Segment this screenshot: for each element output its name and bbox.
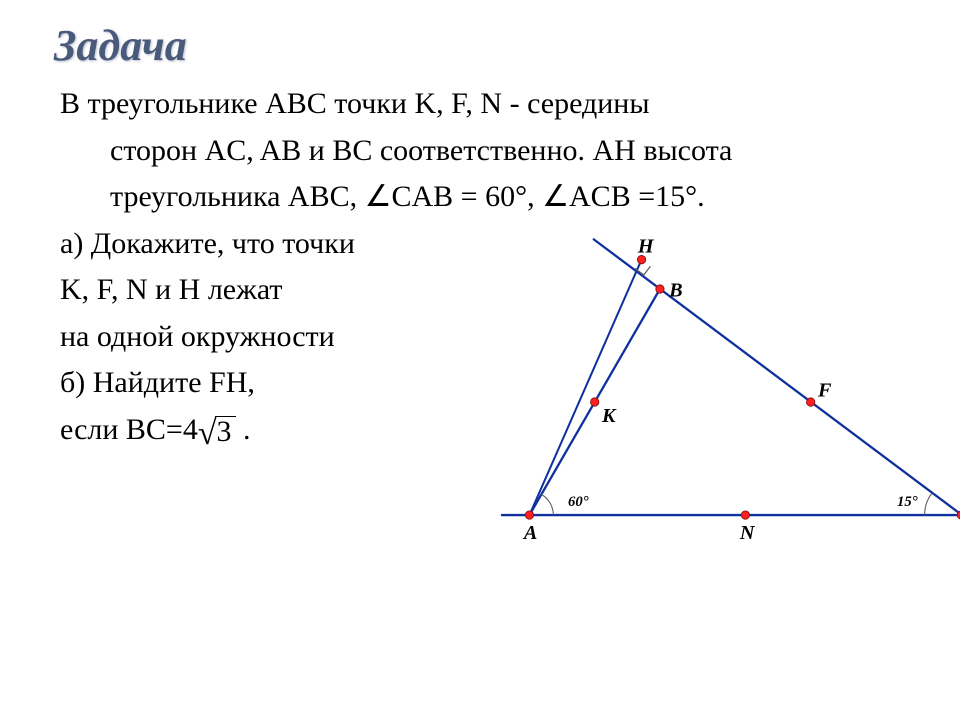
bc-radicand: 3 <box>215 416 236 447</box>
partB-pre: если BC= <box>60 413 183 446</box>
partA-line1: а) Докажите, что точки <box>60 221 470 268</box>
svg-text:F: F <box>817 379 832 401</box>
svg-text:N: N <box>739 521 756 543</box>
lower-columns: а) Докажите, что точки K, F, N и H лежат… <box>60 221 920 561</box>
svg-text:60°: 60° <box>568 493 589 509</box>
sqrt-expr: √3 <box>198 409 236 456</box>
problem-body: В треугольнике ABC точки K, F, N - серед… <box>60 81 920 561</box>
svg-text:15°: 15° <box>897 493 918 509</box>
para1-line1: В треугольнике ABC точки K, F, N - серед… <box>60 81 920 128</box>
right-column: 60°15°ACBHKNF <box>470 221 960 561</box>
svg-text:B: B <box>668 279 682 301</box>
partB-line2: если BC=4√3 . <box>60 407 470 456</box>
left-column: а) Докажите, что точки K, F, N и H лежат… <box>60 221 470 456</box>
angle-symbol-2: ∠ <box>542 180 569 213</box>
partB-post: . <box>236 413 251 446</box>
svg-text:H: H <box>637 235 655 257</box>
svg-text:K: K <box>601 405 617 427</box>
bc-coef: 4 <box>183 413 198 446</box>
para1-line3: треугольника ABC, ∠CAB = 60°, ∠ACB =15°. <box>60 174 920 221</box>
svg-text:A: A <box>522 521 537 543</box>
problem-title: Задача <box>54 20 920 71</box>
para1-line3-pre: треугольника ABC, <box>110 180 365 213</box>
partB-line1: б) Найдите FH, <box>60 360 470 407</box>
partA-line2: K, F, N и H лежат <box>60 267 470 314</box>
geometry-diagram: 60°15°ACBHKNF <box>470 221 960 561</box>
angle-symbol-1: ∠ <box>365 180 392 213</box>
surd-icon: √ <box>198 415 217 452</box>
partA-line3: на одной окружности <box>60 314 470 361</box>
angle-cab: CAB = 60°, <box>392 180 543 213</box>
para1-line2: сторон AC, AB и BC соответственно. AH вы… <box>60 128 920 175</box>
page-root: Задача В треугольнике ABC точки K, F, N … <box>0 0 960 720</box>
angle-acb: ACB =15°. <box>569 180 705 213</box>
